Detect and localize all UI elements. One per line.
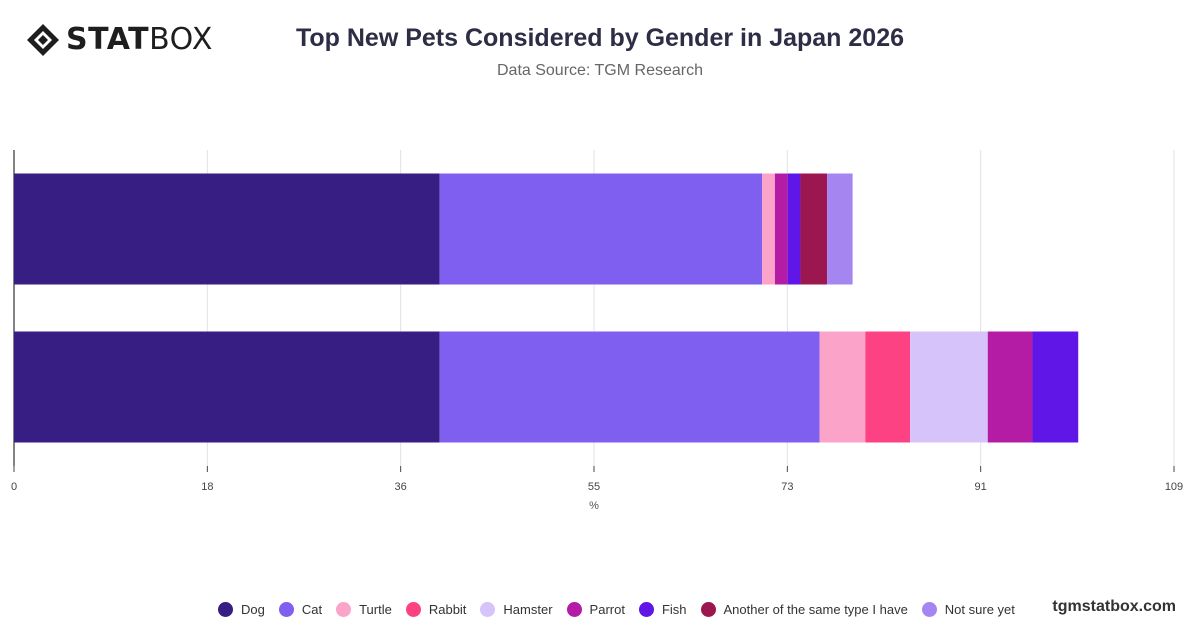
x-tick-label: 36 (395, 481, 407, 493)
chart-legend: Dog Cat Turtle Rabbit Hamster Parrot Fish Anoth… (218, 602, 1015, 617)
legend-label: Dog (241, 602, 265, 617)
legend-item[interactable]: Parrot (566, 602, 625, 617)
x-tick-label: 73 (781, 481, 793, 493)
bar-segment (1032, 331, 1079, 443)
bar-segment (910, 331, 988, 443)
legend-swatch (700, 602, 716, 617)
legend-label: Another of the same type I have (723, 602, 908, 617)
bar-segment (987, 331, 1033, 443)
bar-segment (762, 173, 775, 285)
legend-label: Not sure yet (944, 602, 1015, 617)
legend-item[interactable]: Turtle (336, 602, 392, 617)
bar-segment (787, 173, 801, 285)
legend-label: Cat (301, 602, 323, 617)
watermark: tgmstatbox.com (1052, 598, 1176, 615)
legend-item[interactable]: Fish (638, 602, 687, 617)
bar-segment (439, 173, 763, 285)
legend-item[interactable]: Hamster (480, 602, 553, 617)
legend-label: Parrot (589, 602, 625, 617)
legend-swatch (278, 602, 294, 617)
x-tick-label: 18 (201, 481, 213, 493)
x-tick-label: 109 (1165, 481, 1183, 493)
bar-segment (827, 173, 853, 285)
bar-segment (865, 331, 911, 443)
legend-label: Rabbit (428, 602, 467, 617)
bar-segment (439, 331, 820, 443)
chart-title: Top New Pets Considered by Gender in Jap… (295, 24, 905, 52)
legend-swatch (638, 602, 654, 617)
legend-item[interactable]: Another of the same type I have (700, 602, 908, 617)
legend-item[interactable]: Rabbit (405, 602, 467, 617)
legend-item[interactable]: Cat (278, 602, 323, 617)
legend-swatch (405, 602, 421, 617)
statbox-diamond-icon (27, 24, 59, 56)
legend-swatch (336, 602, 352, 617)
legend-swatch (480, 602, 496, 617)
bar-segment (14, 331, 440, 443)
legend-label: Fish (661, 602, 687, 617)
x-tick-label: 91 (975, 481, 987, 493)
x-axis-label: % (589, 500, 599, 512)
legend-label: Hamster (503, 602, 553, 617)
legend-item[interactable]: Not sure yet (921, 602, 1015, 617)
legend-swatch (566, 602, 582, 617)
legend-swatch (921, 602, 937, 617)
legend-swatch (218, 602, 233, 617)
bar-segment (819, 331, 866, 443)
statbox-logo: STATBOX (26, 22, 213, 58)
x-tick-label: 0 (11, 481, 17, 493)
bar-segment (800, 173, 828, 285)
legend-item[interactable]: Dog (218, 602, 265, 617)
bar-segment (14, 173, 440, 285)
chart-subtitle: Data Source: TGM Research (496, 62, 703, 79)
legend-label: Turtle (359, 602, 392, 617)
bar-segment (774, 173, 788, 285)
logo-wordmark: STATBOX (66, 22, 213, 57)
x-tick-label: 55 (588, 481, 600, 493)
